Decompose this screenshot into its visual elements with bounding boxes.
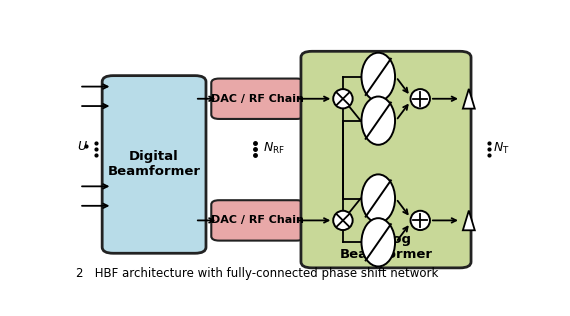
Ellipse shape — [361, 53, 395, 101]
Text: Analog
Beamformer: Analog Beamformer — [340, 233, 433, 261]
Polygon shape — [463, 210, 475, 230]
Ellipse shape — [361, 96, 395, 145]
FancyBboxPatch shape — [211, 200, 304, 240]
Text: $N_\mathrm{RF}$: $N_\mathrm{RF}$ — [263, 141, 286, 156]
Ellipse shape — [410, 89, 430, 108]
Polygon shape — [463, 89, 475, 109]
Text: $U$: $U$ — [76, 140, 87, 153]
FancyBboxPatch shape — [102, 76, 206, 253]
FancyBboxPatch shape — [211, 79, 304, 119]
Ellipse shape — [361, 174, 395, 223]
Text: DAC / RF Chain: DAC / RF Chain — [211, 94, 304, 104]
Text: $N_\mathrm{T}$: $N_\mathrm{T}$ — [493, 141, 510, 156]
Text: Digital
Beamformer: Digital Beamformer — [108, 150, 201, 179]
Ellipse shape — [333, 211, 353, 230]
Ellipse shape — [333, 89, 353, 108]
Text: DAC / RF Chain: DAC / RF Chain — [211, 216, 304, 225]
Ellipse shape — [361, 218, 395, 266]
Text: 2   HBF architecture with fully-connected phase shift network: 2 HBF architecture with fully-connected … — [76, 267, 438, 280]
Ellipse shape — [410, 211, 430, 230]
FancyBboxPatch shape — [301, 51, 471, 268]
